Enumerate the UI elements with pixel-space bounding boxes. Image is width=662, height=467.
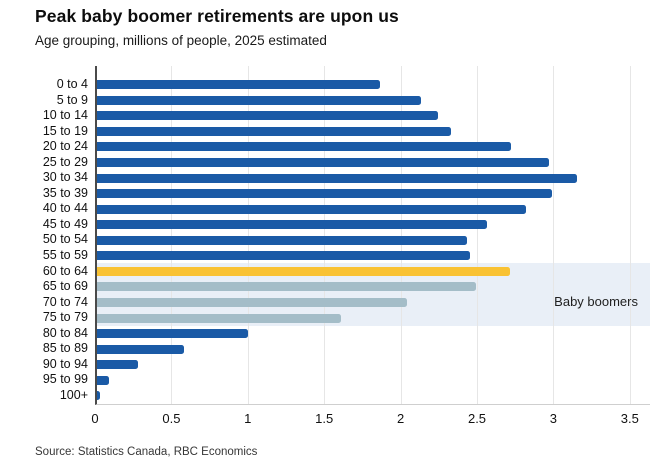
x-axis-tick-label: 1 <box>244 411 252 426</box>
y-axis-label: 80 to 84 <box>42 325 88 340</box>
bar-90-to-94 <box>97 360 139 370</box>
y-axis-label: 95 to 99 <box>42 372 88 387</box>
baby-boomers-annotation: Baby boomers <box>554 294 638 309</box>
bar-75-to-79 <box>97 313 342 323</box>
bar-30-to-34 <box>97 173 577 183</box>
chart-title: Peak baby boomer retirements are upon us <box>35 6 399 26</box>
y-axis-label: 85 to 89 <box>42 341 88 356</box>
bar-80-to-84 <box>97 329 249 339</box>
x-axis-ticks: 0 0.5 1 1.5 2 2.5 3 3.5 <box>0 411 662 429</box>
y-axis-label: 65 to 69 <box>42 279 88 294</box>
y-axis-label: 20 to 24 <box>42 139 88 154</box>
gridline <box>553 66 555 404</box>
y-axis-label: 5 to 9 <box>56 92 88 107</box>
y-axis-label: 10 to 14 <box>42 108 88 123</box>
x-axis-tick-label: 2 <box>396 411 405 426</box>
source-note: Source: Statistics Canada, RBC Economics <box>35 446 258 458</box>
x-axis-tick-label: 2.5 <box>467 411 487 426</box>
y-axis-label: 25 to 29 <box>42 154 88 169</box>
plot-area: Baby boomers <box>95 66 650 405</box>
y-axis-label: 55 to 59 <box>42 248 88 263</box>
y-axis-label: 45 to 49 <box>42 216 88 231</box>
bar-45-to-49 <box>97 220 487 230</box>
y-axis-label: 70 to 74 <box>42 294 88 309</box>
bar-5-to-9 <box>97 95 421 105</box>
bar-60-to-64 <box>97 266 510 276</box>
y-axis-label: 15 to 19 <box>42 123 88 138</box>
bar-55-to-59 <box>97 251 470 261</box>
chart-subtitle: Age grouping, millions of people, 2025 e… <box>35 33 327 48</box>
bar-70-to-74 <box>97 297 408 307</box>
y-axis-label: 90 to 94 <box>42 356 88 371</box>
bar-40-to-44 <box>97 204 527 214</box>
bar-50-to-54 <box>97 235 467 245</box>
bar-65-to-69 <box>97 282 476 292</box>
gridline <box>324 66 326 404</box>
bar-0-to-4 <box>97 80 380 90</box>
gridline <box>171 66 173 404</box>
y-axis-label: 50 to 54 <box>42 232 88 247</box>
y-axis-label: 60 to 64 <box>42 263 88 278</box>
y-axis-label: 35 to 39 <box>42 185 88 200</box>
bar-20-to-24 <box>97 142 512 152</box>
y-axis-label: 100+ <box>59 387 88 402</box>
gridline <box>400 66 402 404</box>
x-axis-tick-label: 0 <box>91 411 99 426</box>
x-axis-tick-label: 1.5 <box>315 411 334 426</box>
gridline <box>477 66 478 404</box>
bar-10-to-14 <box>97 111 438 121</box>
y-axis-label: 75 to 79 <box>42 310 88 325</box>
y-axis-label: 0 to 4 <box>56 77 88 91</box>
bar-35-to-39 <box>97 189 553 199</box>
gridline <box>247 66 249 404</box>
x-axis-tick-label: 3.5 <box>620 411 639 426</box>
x-axis-tick-label: 3 <box>549 411 558 426</box>
bar-25-to-29 <box>97 158 550 168</box>
y-axis-label: 40 to 44 <box>42 201 88 216</box>
gridline <box>629 66 631 404</box>
bar-15-to-19 <box>97 126 452 136</box>
bar-85-to-89 <box>97 344 185 354</box>
y-axis-label: 30 to 34 <box>42 170 88 185</box>
bar-95-to-99 <box>97 375 110 385</box>
x-axis-tick-label: 0.5 <box>162 411 181 426</box>
bar-100plus <box>97 391 101 401</box>
